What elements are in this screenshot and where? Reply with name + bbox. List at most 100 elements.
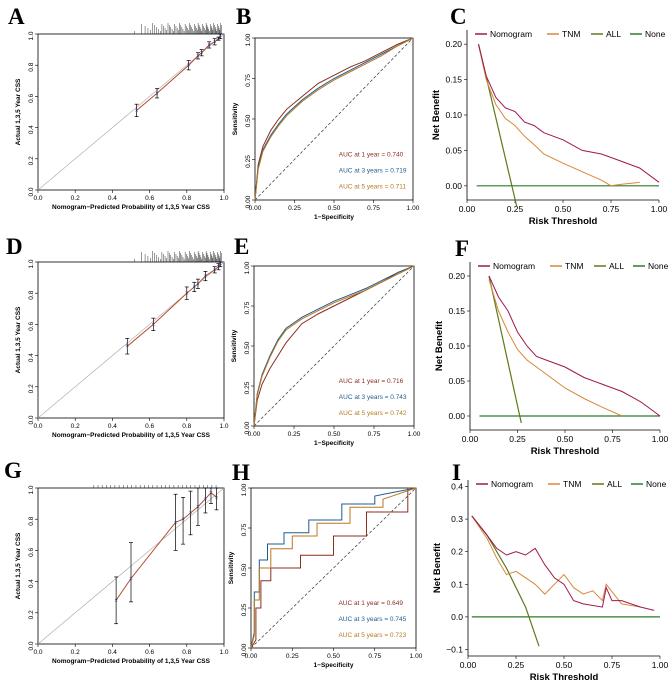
- x-tick-label: 1.00: [652, 434, 669, 444]
- panels: A 0.0 0.2 0.4 0.6 0.8 1.0 0.0 0.2 0.4 0.6 0.8 1.0 Nom…: [4, 4, 669, 683]
- x-tick-label: 1.00: [652, 660, 669, 670]
- y-axis-title: Sensitivity: [232, 102, 239, 135]
- plot-frame: [37, 487, 225, 645]
- panel-label: I: [452, 460, 461, 485]
- legend: Nomogram TNM ALL None: [476, 479, 667, 489]
- y-tick-label: 0.00: [448, 411, 465, 421]
- y-axis-title: Actual 1,3,5 Year CSS: [15, 306, 22, 373]
- panel-i: I 0.00 0.25 0.50 0.75 1.00 −0.1 0.0 0.1 0.2 0.3 0.4…: [432, 460, 669, 683]
- dca-curve-nomogram: [478, 44, 660, 183]
- x-tick-label: 0.75: [368, 431, 381, 438]
- legend-label: None: [648, 261, 669, 271]
- panel-c: C 0.00 0.25 0.50 0.75 1.00 0.00 0.05 0.10 0.15 0.2…: [431, 4, 668, 227]
- y-tick-label: 0.8: [28, 62, 35, 71]
- y-axis-title: Actual 1,3,5 Year CSS: [15, 78, 22, 145]
- ideal-line: [37, 33, 225, 191]
- y-axis-title: Net Benefit: [431, 89, 442, 140]
- x-axis-title: Risk Threshold: [531, 446, 600, 457]
- y-tick-label: 1.0: [28, 31, 35, 40]
- panel-f: F 0.00 0.25 0.50 0.75 1.00 0.00 0.05 0.10 0.15 0.2…: [434, 236, 669, 457]
- x-tick-label: 0.00: [459, 204, 476, 214]
- auc-label: AUC at 1 year = 0.649: [338, 600, 403, 607]
- calibration-point: ×: [196, 282, 200, 288]
- legend: Nomogram TNM ALL None: [478, 261, 669, 271]
- legend-label: ALL: [606, 29, 621, 39]
- x-tick-label: 0.75: [603, 204, 620, 214]
- auc-label: AUC at 1 year = 0.716: [339, 378, 404, 385]
- plot-frame: [37, 261, 225, 419]
- x-axis-title: 1−Specificity: [314, 440, 354, 447]
- x-tick-label: 0.25: [286, 653, 299, 660]
- x-tick-label: 0.50: [327, 653, 340, 660]
- calibration-point: ×: [215, 495, 219, 501]
- x-tick-label: 0.50: [555, 204, 572, 214]
- x-tick-label: 0.6: [145, 649, 154, 656]
- calibration-point: ×: [213, 268, 217, 274]
- x-axis-title: Nomogram−Predicted Probability of 1,3,5 …: [52, 204, 211, 211]
- y-tick-label: 0.4: [28, 125, 35, 134]
- y-tick-label: 0.0: [28, 187, 35, 196]
- y-axis-title: Sensitivity: [228, 551, 235, 584]
- x-tick-label: 1.00: [407, 205, 420, 212]
- x-tick-label: 0.2: [71, 649, 80, 656]
- reference-diagonal: [253, 265, 415, 427]
- y-tick-label: 0.2: [28, 384, 35, 393]
- roc-curve-auc3: [250, 487, 417, 649]
- calibration-point: ×: [219, 34, 223, 40]
- panel-label: A: [8, 4, 25, 29]
- reference-diagonal: [254, 37, 414, 201]
- calibration-point: ×: [207, 43, 211, 49]
- y-tick-label: 0.75: [245, 74, 252, 87]
- y-tick-label: 0.00: [241, 643, 248, 656]
- x-tick-label: 1.00: [408, 431, 421, 438]
- calibration-point: ×: [185, 291, 189, 297]
- x-tick-label: 0.8: [182, 195, 191, 202]
- y-tick-label: 0.75: [241, 523, 248, 536]
- y-tick-label: 0.50: [241, 563, 248, 576]
- legend-label: TNM: [563, 479, 581, 489]
- y-tick-label: 0.0: [28, 641, 35, 650]
- calibration-point: ×: [204, 274, 208, 280]
- y-tick-label: 0.05: [448, 376, 465, 386]
- y-tick-label: 0.50: [245, 114, 252, 127]
- legend: Nomogram TNM ALL None: [475, 29, 666, 39]
- legend-label: TNM: [562, 29, 580, 39]
- roc-curve-auc3: [254, 37, 414, 201]
- panel-b: B 0.00 0.25 0.50 0.75 1.00 0.00 0.25 0.50 0.75 1.0…: [232, 4, 420, 221]
- x-axis-title: Risk Threshold: [529, 216, 598, 227]
- calibration-point: ×: [189, 511, 193, 517]
- roc-curve-auc1: [250, 487, 416, 649]
- y-axis-title: Net Benefit: [434, 320, 445, 371]
- y-axis-title: Net Benefit: [432, 542, 443, 593]
- x-tick-label: 0.00: [460, 660, 477, 670]
- panel-a: A 0.0 0.2 0.4 0.6 0.8 1.0 0.0 0.2 0.4 0.6 0.8 1.0 Nom…: [8, 4, 229, 211]
- y-tick-label: 0.15: [445, 75, 462, 85]
- y-tick-label: 0.3: [451, 514, 463, 524]
- y-tick-label: 0.25: [244, 381, 251, 394]
- panel-g: G 0.0 0.2 0.4 0.6 0.8 1.0 0.0 0.2 0.4 0.6 0.8 1.0 Nom…: [4, 458, 229, 665]
- panel-h: H 0.00 0.25 0.50 0.75 1.00 0.00 0.25 0.50 0.75 1.0…: [228, 460, 423, 669]
- panel-label: H: [232, 460, 250, 485]
- y-tick-label: 1.0: [28, 485, 35, 494]
- calibration-point: ×: [181, 517, 185, 523]
- y-tick-label: 0.8: [28, 516, 35, 525]
- y-axis-title: Sensitivity: [231, 329, 238, 362]
- calibration-point: ×: [192, 285, 196, 291]
- x-tick-label: 0.0: [33, 649, 42, 656]
- calibration-point: ×: [129, 576, 133, 582]
- y-tick-label: 0.20: [448, 271, 465, 281]
- x-tick-label: 0.25: [509, 434, 526, 444]
- x-tick-label: 0.4: [108, 423, 117, 430]
- y-tick-label: 1.00: [244, 261, 251, 274]
- y-tick-label: 0.75: [244, 301, 251, 314]
- dca-curve-all: [488, 275, 522, 424]
- legend-label: TNM: [565, 261, 583, 271]
- panel-label: E: [234, 234, 249, 259]
- panel-label: C: [450, 4, 467, 29]
- y-tick-label: 0.15: [448, 306, 465, 316]
- legend-label: None: [646, 479, 667, 489]
- x-tick-label: 0.6: [145, 423, 154, 430]
- x-tick-label: 0.00: [462, 434, 479, 444]
